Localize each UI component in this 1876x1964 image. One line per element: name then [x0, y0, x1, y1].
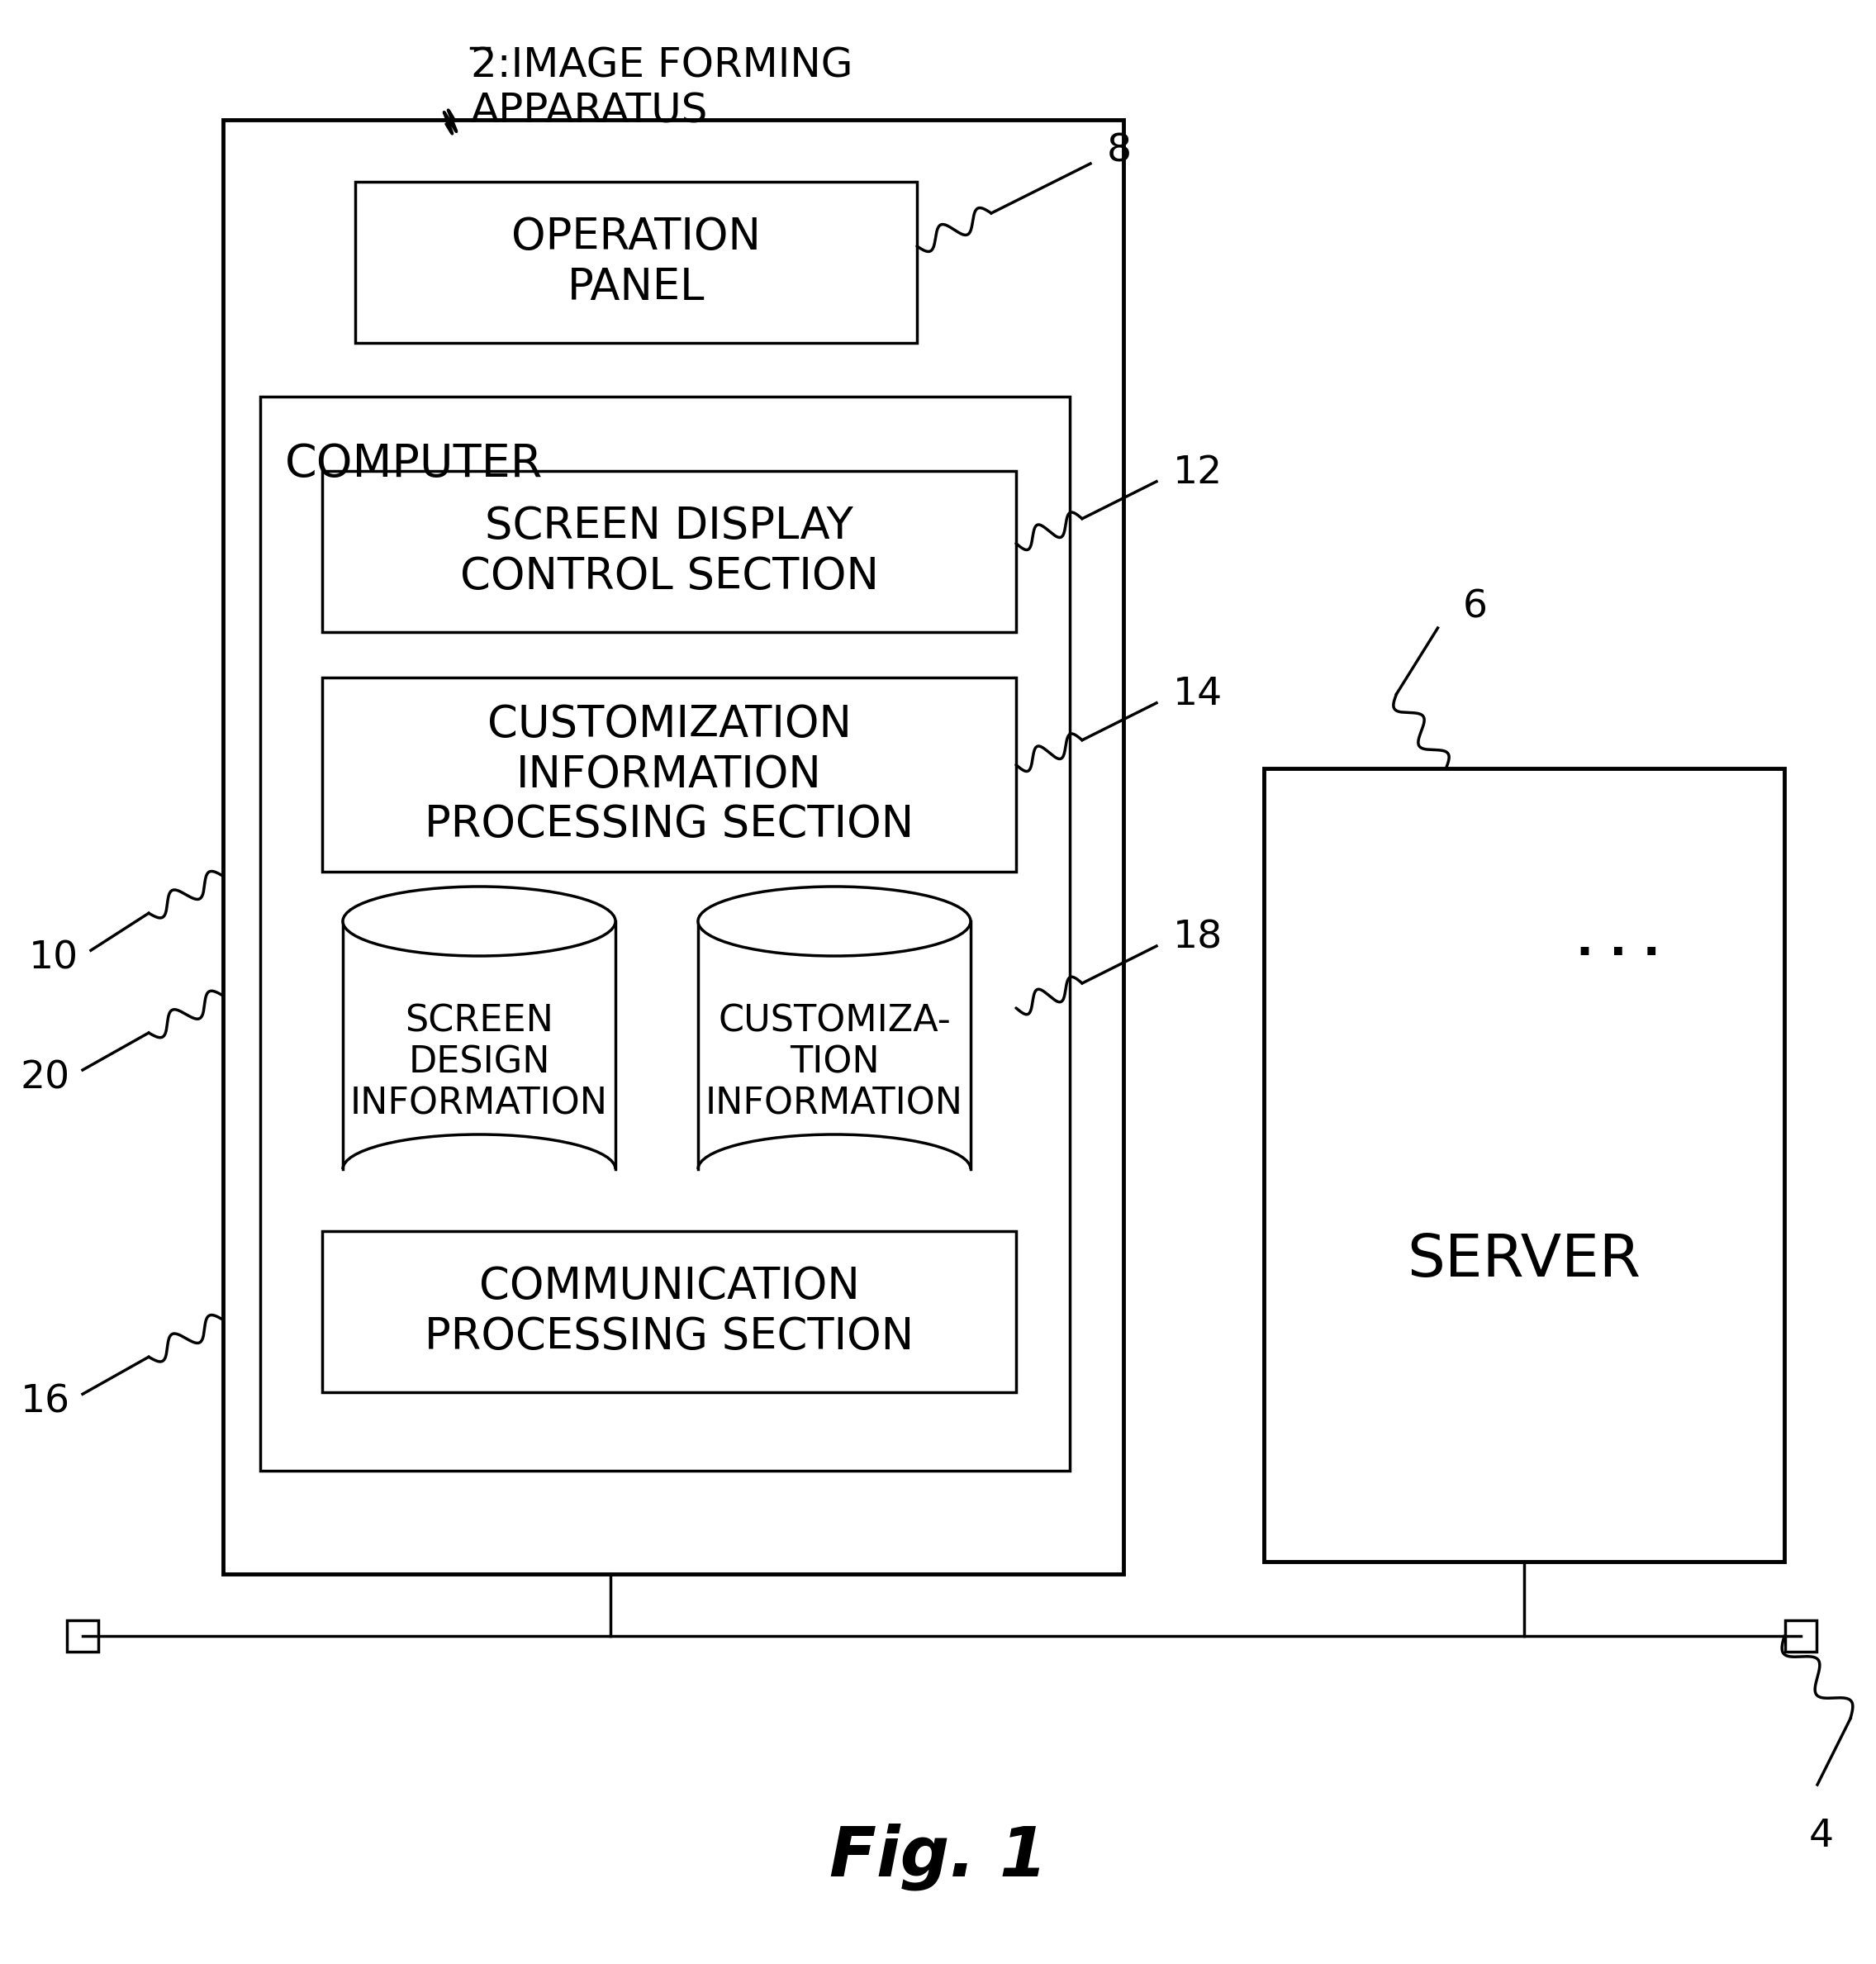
Text: COMPUTER: COMPUTER	[285, 442, 542, 487]
Text: 20: 20	[21, 1061, 69, 1096]
Bar	[261, 397, 1069, 1471]
Text: 8: 8	[1107, 134, 1131, 169]
Text: OPERATION
PANEL: OPERATION PANEL	[512, 216, 762, 308]
Text: . . .: . . .	[1576, 921, 1660, 964]
Bar	[698, 921, 970, 1169]
Bar	[343, 921, 615, 1169]
Text: 12: 12	[1172, 454, 1223, 491]
Text: 6: 6	[1463, 589, 1488, 627]
Text: 18: 18	[1172, 919, 1223, 956]
Bar	[355, 183, 917, 344]
Text: 10: 10	[28, 941, 79, 978]
Text: 16: 16	[21, 1385, 69, 1420]
Text: SCREEN DISPLAY
CONTROL SECTION: SCREEN DISPLAY CONTROL SECTION	[460, 505, 878, 597]
Bar	[323, 471, 1017, 632]
Text: 14: 14	[1172, 676, 1223, 713]
Bar	[1786, 1620, 1816, 1652]
Bar	[68, 1620, 98, 1652]
Text: Fig. 1: Fig. 1	[829, 1823, 1047, 1889]
Bar	[223, 120, 1124, 1573]
Text: COMMUNICATION
PROCESSING SECTION: COMMUNICATION PROCESSING SECTION	[424, 1265, 914, 1357]
Text: 4: 4	[1808, 1819, 1835, 1854]
Ellipse shape	[698, 886, 970, 956]
Bar	[1264, 768, 1784, 1561]
Text: CUSTOMIZA-
TION
INFORMATION: CUSTOMIZA- TION INFORMATION	[705, 1004, 962, 1121]
Bar	[323, 1231, 1017, 1392]
Text: 2:IMAGE FORMING
APPARATUS: 2:IMAGE FORMING APPARATUS	[471, 45, 854, 132]
Bar	[323, 678, 1017, 872]
Text: SERVER: SERVER	[1407, 1231, 1642, 1288]
Text: CUSTOMIZATION
INFORMATION
PROCESSING SECTION: CUSTOMIZATION INFORMATION PROCESSING SEC…	[424, 703, 914, 846]
Text: SCREEN
DESIGN
INFORMATION: SCREEN DESIGN INFORMATION	[351, 1004, 608, 1121]
Ellipse shape	[343, 886, 615, 956]
